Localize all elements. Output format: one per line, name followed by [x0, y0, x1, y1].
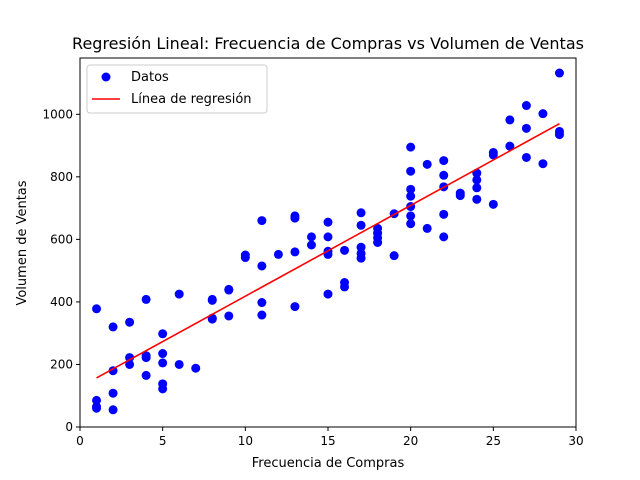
data-point — [306, 240, 316, 250]
data-point — [340, 245, 350, 255]
data-point — [240, 253, 250, 263]
data-point — [92, 304, 102, 314]
data-point — [538, 109, 548, 119]
axes: 0 5 10 15 20 25 30 0 200 400 600 800 1000 — [42, 57, 584, 448]
x-tick-label: 0 — [76, 434, 84, 448]
data-point — [521, 152, 531, 162]
data-point — [406, 211, 416, 221]
legend: Datos Línea de regresión — [86, 64, 268, 114]
y-tick-label: 200 — [50, 357, 73, 371]
data-point — [125, 317, 135, 327]
data-point — [422, 159, 432, 169]
data-point — [257, 310, 267, 320]
data-point — [125, 353, 135, 363]
data-point — [92, 395, 102, 405]
data-point — [257, 298, 267, 308]
data-point — [389, 251, 399, 261]
data-point — [257, 216, 267, 226]
x-tick-label: 30 — [568, 434, 583, 448]
data-point — [92, 403, 102, 413]
data-point — [306, 232, 316, 242]
data-point — [108, 388, 118, 398]
data-point — [323, 217, 333, 227]
data-point — [488, 199, 498, 209]
data-point — [158, 384, 168, 394]
data-point — [406, 184, 416, 194]
y-axis-label: Volumen de Ventas — [15, 180, 30, 305]
data-point — [108, 405, 118, 415]
data-point — [538, 159, 548, 169]
data-point — [108, 322, 118, 332]
data-point — [406, 142, 416, 152]
data-point — [472, 183, 482, 193]
data-point — [141, 294, 151, 304]
data-point — [356, 208, 366, 218]
data-point — [273, 249, 283, 259]
x-tick-label: 5 — [159, 434, 167, 448]
data-point — [472, 194, 482, 204]
chart-title: Regresión Lineal: Frecuencia de Compras … — [72, 34, 584, 53]
data-point — [174, 359, 184, 369]
legend-label: Línea de regresión — [131, 92, 252, 107]
data-point — [125, 359, 135, 369]
data-point — [455, 191, 465, 201]
y-tick-label: 400 — [50, 295, 73, 309]
data-point — [439, 209, 449, 219]
data-point — [207, 314, 217, 324]
data-point — [488, 150, 498, 160]
data-point — [439, 232, 449, 242]
y-tick-label: 600 — [50, 232, 73, 246]
data-point — [224, 311, 234, 321]
data-point — [224, 285, 234, 295]
data-point — [290, 302, 300, 312]
data-point — [373, 238, 383, 247]
data-point — [141, 353, 151, 363]
data-point — [158, 329, 168, 339]
data-point — [439, 156, 449, 166]
data-point — [290, 213, 300, 223]
data-point — [340, 282, 350, 292]
legend-label: Datos — [131, 70, 169, 85]
data-point — [406, 191, 416, 201]
data-point — [406, 166, 416, 176]
data-point — [554, 130, 564, 140]
data-point — [257, 261, 267, 271]
data-point — [505, 115, 515, 125]
data-point — [141, 370, 151, 380]
x-tick-label: 15 — [320, 434, 335, 448]
data-point — [158, 358, 168, 368]
data-point — [356, 220, 366, 230]
y-tick-label: 0 — [65, 420, 73, 434]
data-point — [422, 223, 432, 233]
x-axis-label: Frecuencia de Compras — [252, 456, 405, 471]
data-point — [174, 289, 184, 299]
data-point — [191, 363, 201, 373]
data-point — [472, 175, 482, 185]
legend-box — [86, 64, 268, 114]
x-tick-label: 25 — [486, 434, 501, 448]
legend-marker-datos — [101, 72, 111, 82]
data-point — [406, 219, 416, 229]
data-point — [290, 247, 300, 257]
data-point — [356, 242, 366, 252]
data-point — [554, 68, 564, 78]
x-tick-label: 20 — [403, 434, 418, 448]
data-point — [521, 123, 531, 133]
y-tick-label: 800 — [50, 170, 73, 184]
data-point — [521, 101, 531, 111]
data-point — [505, 141, 515, 151]
plot-area — [92, 68, 564, 415]
data-point — [356, 253, 366, 263]
y-tick-label: 1000 — [42, 107, 73, 121]
data-point — [158, 349, 168, 359]
data-point — [323, 289, 333, 299]
data-point — [323, 232, 333, 242]
regression-line — [96, 122, 560, 379]
x-tick-label: 10 — [238, 434, 253, 448]
data-point — [207, 295, 217, 305]
data-point — [439, 170, 449, 180]
